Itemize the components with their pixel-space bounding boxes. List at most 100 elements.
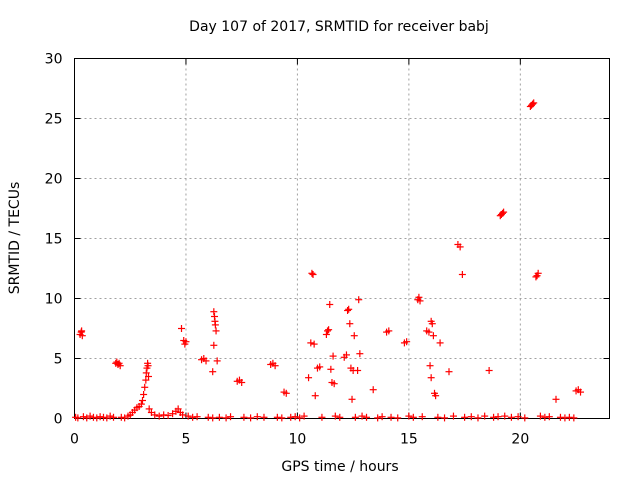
data-point (324, 327, 332, 335)
y-tick-label: 0 (54, 412, 63, 428)
data-point (336, 413, 344, 421)
data-point (253, 413, 261, 421)
data-point (363, 413, 371, 421)
gridlines (74, 58, 610, 419)
data-point (514, 413, 522, 421)
x-axis-label: GPS time / hours (281, 459, 398, 475)
data-point (209, 368, 217, 376)
data-point (316, 363, 324, 371)
data-point (474, 414, 482, 422)
data-point (426, 362, 434, 370)
data-point (178, 325, 185, 332)
y-tick-label: 25 (45, 112, 63, 128)
data-point (369, 386, 377, 394)
data-point (405, 412, 413, 420)
data-point (174, 405, 182, 413)
data-point (182, 338, 190, 346)
data-point (78, 327, 86, 335)
data-point (193, 413, 201, 421)
data-point (110, 413, 118, 421)
data-point (536, 412, 544, 420)
data-point (278, 414, 286, 422)
data-point (307, 339, 315, 347)
data-point (545, 413, 553, 421)
x-tick-label: 0 (70, 432, 79, 448)
data-point (222, 414, 230, 422)
data-point (356, 350, 364, 358)
data-point (327, 365, 335, 373)
data-point (86, 412, 94, 420)
data-point (409, 413, 417, 421)
data-point (418, 413, 426, 421)
data-point (530, 99, 538, 107)
data-point (247, 414, 255, 422)
data-point (271, 362, 279, 370)
y-tick-label: 10 (45, 292, 63, 308)
data-point (326, 301, 334, 308)
data-point (145, 405, 153, 413)
data-point (351, 413, 359, 421)
data-point (425, 328, 433, 336)
data-point (449, 412, 457, 420)
y-tick-labels: 0 5 10 15 20 25 30 (45, 52, 63, 428)
data-point (456, 243, 464, 251)
data-point (300, 412, 308, 420)
chart-title: Day 107 of 2017, SRMTID for receiver bab… (189, 19, 489, 35)
data-point (374, 414, 382, 422)
data-point (331, 412, 339, 420)
y-tick-label: 5 (54, 352, 63, 368)
data-point (342, 351, 350, 359)
data-point (499, 209, 506, 217)
data-point (570, 414, 578, 422)
data-point (184, 412, 192, 420)
data-point (78, 332, 86, 340)
data-point (211, 321, 219, 329)
data-point (93, 414, 101, 422)
x-tick-label: 20 (511, 432, 529, 448)
data-point (428, 320, 436, 328)
data-point (500, 208, 508, 216)
data-point (142, 376, 150, 384)
data-point (355, 296, 363, 304)
data-point (350, 332, 358, 340)
data-point (416, 297, 424, 305)
data-point (467, 413, 475, 421)
data-point (329, 352, 337, 360)
data-point (358, 412, 366, 420)
data-point (501, 412, 509, 420)
data-point (481, 412, 489, 420)
data-point (325, 326, 333, 334)
data-point (291, 413, 299, 421)
data-point (240, 413, 248, 421)
data-point (282, 389, 290, 397)
data-point (142, 369, 150, 377)
data-point (309, 271, 317, 278)
data-point (529, 100, 537, 108)
x-tick-labels: 0 5 10 15 20 (70, 432, 529, 448)
data-point (461, 413, 469, 421)
data-point (344, 307, 352, 314)
data-point (106, 412, 114, 420)
data-point (445, 368, 453, 376)
data-points (72, 99, 585, 422)
data-point (305, 374, 313, 382)
data-point (209, 414, 217, 422)
data-point (348, 395, 356, 403)
data-point (427, 374, 435, 382)
data-point (345, 305, 353, 313)
data-point (394, 414, 402, 422)
data-point (507, 413, 515, 421)
data-point (238, 379, 246, 386)
y-tick-label: 20 (45, 172, 63, 188)
data-point (577, 388, 585, 396)
data-point (494, 413, 502, 421)
data-point (322, 331, 330, 338)
data-point (436, 339, 444, 347)
data-point (141, 383, 149, 391)
data-point (308, 269, 316, 277)
data-point (179, 411, 187, 419)
data-point (354, 367, 362, 374)
data-point (213, 357, 221, 365)
data-point (155, 412, 163, 420)
